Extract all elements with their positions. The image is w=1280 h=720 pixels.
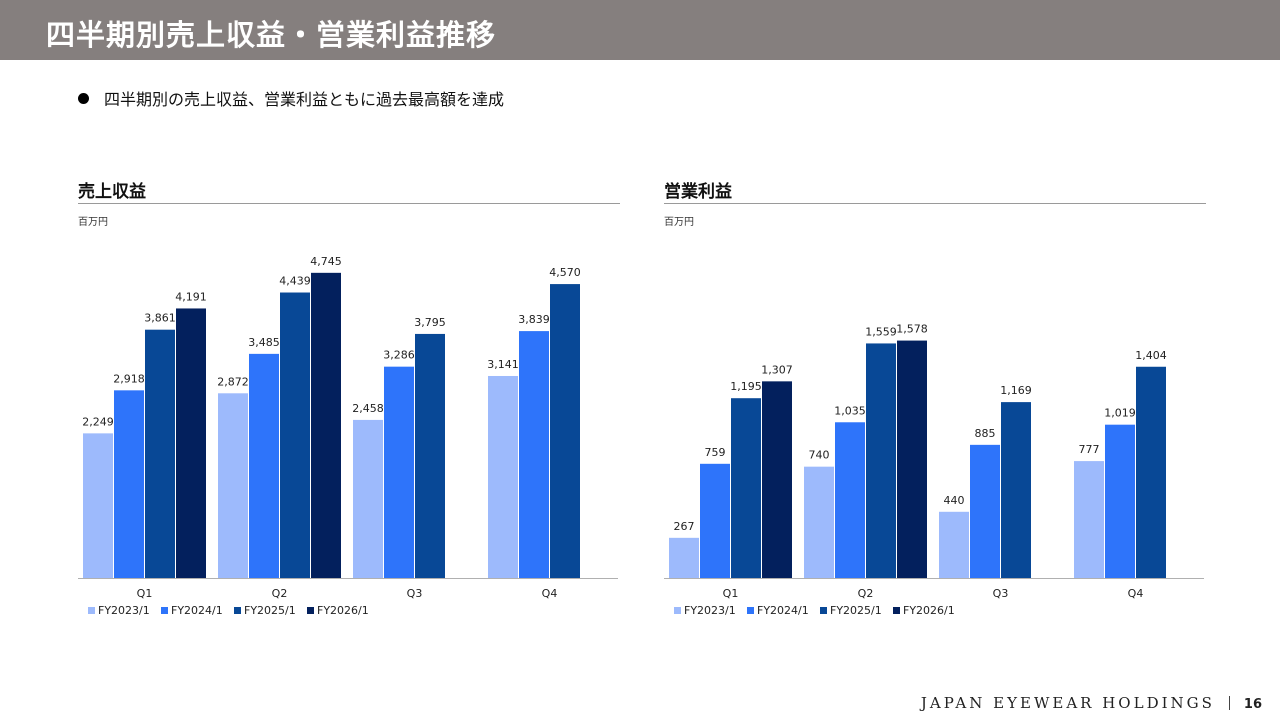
legend-label: FY2026/1 [903,604,955,617]
chart-svg: 2,249 2,918 3,861 4,191 Q1 2,872 3,485 4,439 4,7… [78,255,618,617]
legend-swatch [820,607,827,614]
data-label: 3,141 [487,358,519,371]
legend-swatch [234,607,241,614]
bar-q4-fy2023-1 [1074,461,1104,578]
legend-label: FY2023/1 [98,604,150,617]
bar-q2-fy2023-1 [218,393,248,578]
data-label: 2,249 [82,415,114,428]
data-label: 1,169 [1000,384,1032,397]
bar-q2-fy2024-1 [249,353,279,578]
data-label: 1,559 [865,325,897,338]
legend-swatch [88,607,95,614]
page-number: 16 [1243,697,1262,712]
data-label: 3,839 [518,313,550,326]
data-label: 3,485 [248,336,280,349]
data-label: 4,191 [175,290,207,303]
legend-label: FY2025/1 [830,604,882,617]
data-label: 1,578 [896,323,928,336]
bar-q1-fy2026-1 [762,381,792,578]
legend-label: FY2023/1 [684,604,736,617]
x-tick-label: Q1 [137,587,153,600]
data-label: 1,035 [834,404,866,417]
company-logo-text: JAPAN EYEWEAR HOLDINGS [920,694,1215,712]
bar-q3-fy2025-1 [415,333,445,578]
profit-panel-divider [664,203,1206,204]
bullet-dot-icon [78,93,89,104]
data-label: 885 [975,427,996,440]
data-label: 740 [809,449,830,462]
data-label: 777 [1079,443,1100,456]
bar-q1-fy2026-1 [176,308,206,578]
bar-q2-fy2026-1 [311,272,341,578]
profit-chart: 267 759 1,195 1,307 Q1 740 1,035 1,559 1,578 Q2 44… [664,235,1224,635]
bar-q2-fy2023-1 [804,466,834,578]
x-tick-label: Q2 [272,587,288,600]
profit-unit-label: 百万円 [664,217,694,228]
bar-q2-fy2025-1 [280,292,310,578]
data-label: 2,918 [113,372,145,385]
data-label: 1,404 [1135,349,1167,362]
revenue-panel-title: 売上収益 [78,182,146,202]
bar-q1-fy2023-1 [83,433,113,578]
revenue-chart: 2,249 2,918 3,861 4,191 Q1 2,872 3,485 4,439 4,7… [78,235,638,635]
summary-bullet: 四半期別の売上収益、営業利益ともに過去最高額を達成 [78,86,504,110]
data-label: 1,019 [1104,407,1136,420]
data-label: 3,795 [414,316,446,329]
legend-label: FY2025/1 [244,604,296,617]
revenue-panel-divider [78,203,620,204]
profit-panel-title: 営業利益 [664,182,732,202]
data-label: 3,286 [383,349,415,362]
summary-text: 四半期別の売上収益、営業利益ともに過去最高額を達成 [104,90,505,109]
data-label: 2,872 [217,375,249,388]
data-label: 1,195 [730,380,762,393]
data-label: 267 [674,520,695,533]
page-title: 四半期別売上収益・営業利益推移 [46,18,497,52]
data-label: 4,570 [549,266,581,279]
x-tick-label: Q1 [723,587,739,600]
legend-label: FY2024/1 [757,604,809,617]
bar-q3-fy2025-1 [1001,402,1031,578]
x-tick-label: Q3 [407,587,423,600]
bar-q1-fy2025-1 [145,329,175,578]
bar-q1-fy2025-1 [731,398,761,578]
footer: JAPAN EYEWEAR HOLDINGS 16 [921,694,1262,712]
chart-svg: 267 759 1,195 1,307 Q1 740 1,035 1,559 1,578 Q2 44… [664,323,1204,617]
legend-swatch [674,607,681,614]
bar-q3-fy2023-1 [353,419,383,578]
bar-q4-fy2024-1 [1105,424,1135,578]
bar-q3-fy2023-1 [939,511,969,578]
data-label: 1,307 [761,363,793,376]
bar-q1-fy2024-1 [700,463,730,578]
bar-q1-fy2024-1 [114,390,144,578]
x-tick-label: Q2 [858,587,874,600]
x-tick-label: Q3 [993,587,1009,600]
data-label: 2,458 [352,402,384,415]
page-header: 四半期別売上収益・営業利益推移 [0,0,1280,60]
bar-q4-fy2025-1 [550,284,580,578]
data-label: 440 [944,494,965,507]
data-label: 759 [705,446,726,459]
bar-q2-fy2026-1 [897,340,927,578]
legend-swatch [307,607,314,614]
bar-q3-fy2024-1 [384,366,414,578]
revenue-unit-label: 百万円 [78,217,108,228]
bar-q4-fy2024-1 [519,331,549,578]
bar-q2-fy2025-1 [866,343,896,578]
legend-label: FY2024/1 [171,604,223,617]
data-label: 3,861 [144,312,176,325]
data-label: 4,745 [310,255,342,268]
bar-q4-fy2023-1 [488,375,518,578]
x-tick-label: Q4 [542,587,558,600]
bar-q3-fy2024-1 [970,444,1000,578]
footer-divider [1228,696,1230,710]
data-label: 4,439 [279,275,311,288]
bar-q4-fy2025-1 [1136,366,1166,578]
legend-swatch [893,607,900,614]
legend-swatch [161,607,168,614]
legend-label: FY2026/1 [317,604,369,617]
legend-swatch [747,607,754,614]
bar-q1-fy2023-1 [669,537,699,578]
bar-q2-fy2024-1 [835,422,865,578]
x-tick-label: Q4 [1128,587,1144,600]
